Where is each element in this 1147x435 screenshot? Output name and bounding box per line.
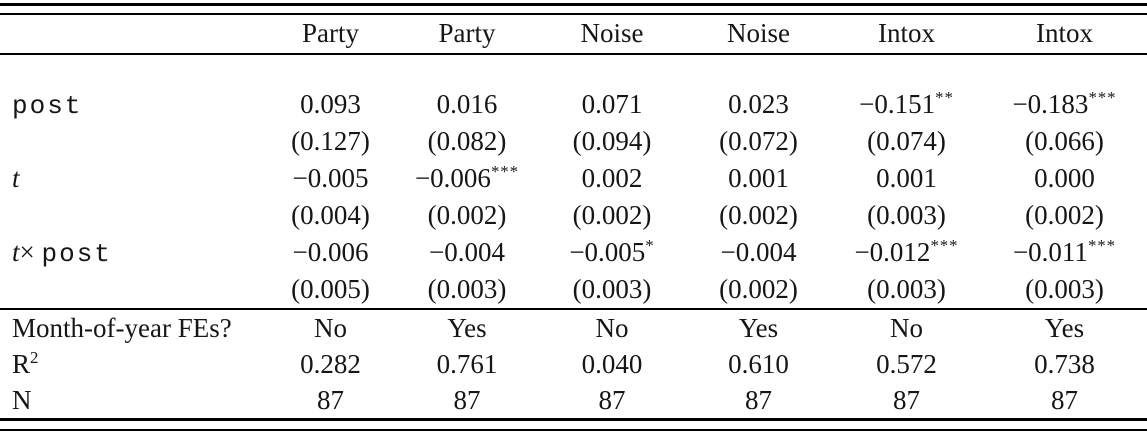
row-label: t (12, 163, 20, 193)
value-cell: (0.127) (291, 126, 370, 156)
value-cell: 0.000 (1034, 163, 1095, 193)
column-header: Party (265, 15, 396, 55)
value-cell: No (831, 308, 982, 346)
value-cell: 0.761 (436, 348, 498, 379)
row-label (0, 197, 265, 234)
value-cell: (0.082) (427, 126, 507, 156)
table-row: Month-of-year FEs? No Yes No Yes No Yes (0, 308, 1147, 346)
value-cell: (0.003) (427, 274, 507, 304)
column-header: Noise (538, 15, 686, 55)
value-cell: Yes (396, 308, 538, 346)
header-row: Party Party Noise Noise Intox Intox (0, 15, 1147, 55)
value-cell: (0.066) (1025, 126, 1104, 156)
value-cell: −0.151** (859, 88, 954, 119)
column-header: Party (396, 15, 538, 55)
value-cell: 0.002 (581, 163, 643, 193)
column-header: Intox (982, 15, 1147, 55)
value-cell: 0.040 (581, 348, 643, 379)
value-cell: 0.610 (728, 348, 789, 379)
row-label (0, 271, 265, 309)
table-row: (0.127) (0.082) (0.094) (0.072) (0.074) (0.06… (0, 123, 1147, 160)
table-row: R2 0.282 0.761 0.040 0.610 0.572 0.738 (0, 346, 1147, 382)
value-cell: 87 (686, 382, 831, 421)
column-header: Noise (686, 15, 831, 55)
row-label: N (0, 382, 265, 421)
stub-header (0, 15, 265, 55)
value-cell: (0.003) (867, 274, 946, 304)
regression-table: Party Party Noise Noise Intox Intox post 0.093… (0, 15, 1147, 421)
value-cell: (0.072) (719, 126, 798, 156)
value-cell: 87 (831, 382, 982, 421)
table-top-rule-inner (0, 13, 1147, 15)
value-cell: −0.006*** (414, 162, 520, 193)
column-header: Intox (831, 15, 982, 55)
value-cell: (0.002) (572, 200, 652, 230)
value-cell: (0.094) (572, 126, 652, 156)
row-label (0, 123, 265, 160)
row-label: Month-of-year FEs? (0, 308, 265, 346)
value-cell: Yes (686, 308, 831, 346)
value-cell: 0.071 (581, 89, 643, 119)
table-row: (0.005) (0.003) (0.003) (0.002) (0.003) (0.00… (0, 271, 1147, 309)
value-cell: 0.001 (728, 163, 789, 193)
value-cell: (0.003) (867, 200, 946, 230)
value-cell: −0.006 (292, 237, 369, 267)
value-cell: 0.572 (876, 348, 937, 379)
value-cell: 87 (538, 382, 686, 421)
value-cell: (0.002) (719, 274, 798, 304)
value-cell: −0.183*** (1012, 88, 1117, 119)
value-cell: −0.011*** (1012, 236, 1117, 267)
value-cell: (0.003) (572, 274, 652, 304)
row-label: t× post (12, 236, 112, 269)
value-cell: (0.004) (291, 200, 370, 230)
value-cell: (0.002) (719, 200, 798, 230)
value-cell: −0.005 (292, 163, 369, 193)
table-row: (0.004) (0.002) (0.002) (0.002) (0.003) (0.00… (0, 197, 1147, 234)
value-cell: No (538, 308, 686, 346)
value-cell: 0.093 (300, 89, 361, 119)
value-cell: −0.012*** (854, 236, 959, 267)
value-cell: 87 (982, 382, 1147, 421)
value-cell: −0.004 (429, 237, 505, 267)
value-cell: 0.023 (728, 89, 789, 119)
value-cell: Yes (982, 308, 1147, 346)
value-cell: 0.016 (436, 89, 498, 119)
value-cell: 0.738 (1034, 348, 1095, 379)
value-cell: (0.005) (291, 274, 370, 304)
table-row: t× post −0.006 −0.004 −0.005* −0.004 −0.012**… (0, 234, 1147, 271)
value-cell: No (265, 308, 396, 346)
table-bottom-rule-inner (0, 429, 1147, 431)
table-top-rule-outer (0, 3, 1147, 6)
value-cell: 0.001 (876, 163, 937, 193)
value-cell: (0.002) (1025, 200, 1104, 230)
spacer-row (0, 54, 1147, 86)
table-row: t −0.005 −0.006*** 0.002 0.001 0.001 0.000 (0, 160, 1147, 197)
value-cell: 0.282 (300, 348, 361, 379)
value-cell: 87 (265, 382, 396, 421)
table-row: N 87 87 87 87 87 87 (0, 382, 1147, 421)
row-label: post (12, 90, 83, 121)
value-cell: (0.003) (1025, 274, 1104, 304)
table-row: post 0.093 0.016 0.071 0.023 −0.151** −0.183**… (0, 86, 1147, 123)
value-cell: 87 (396, 382, 538, 421)
value-cell: −0.005* (569, 236, 655, 267)
value-cell: (0.074) (867, 126, 946, 156)
row-label: R2 (12, 347, 39, 379)
value-cell: (0.002) (427, 200, 507, 230)
value-cell: −0.004 (720, 237, 797, 267)
